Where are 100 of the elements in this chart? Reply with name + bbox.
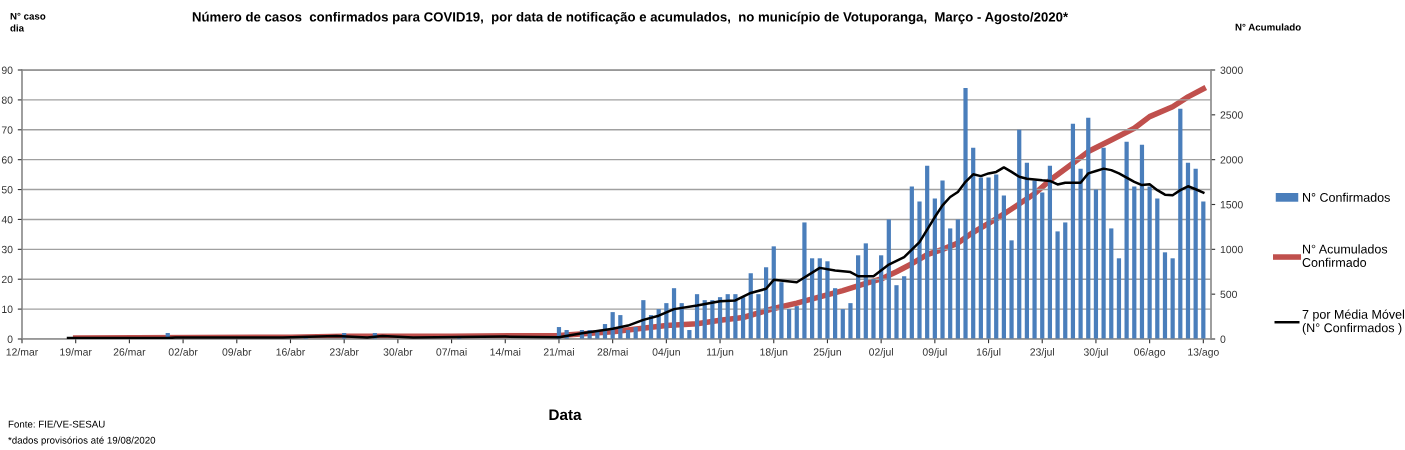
x-tick-label: 30/abr bbox=[383, 348, 413, 356]
legend-label: N° Acumulados Confirmado bbox=[1302, 244, 1388, 267]
bar bbox=[902, 276, 907, 339]
x-tick-label: 19/mar bbox=[60, 348, 92, 356]
bar bbox=[1063, 222, 1068, 339]
x-tick-label: 23/jul bbox=[1030, 348, 1054, 358]
y-tick-label: 90 bbox=[1, 66, 13, 74]
bar bbox=[863, 243, 868, 339]
bar bbox=[1116, 258, 1122, 339]
y2-axis-title: N° Acumulado bbox=[1235, 23, 1301, 31]
x-tick-label: 18/jun bbox=[760, 348, 788, 358]
x-tick-label: 02/abr bbox=[168, 348, 198, 356]
x-axis-title: Data bbox=[549, 409, 582, 421]
bar bbox=[833, 288, 838, 339]
x-tick-label: 02/jul bbox=[869, 348, 893, 358]
x-tick-label: 16/jul bbox=[976, 348, 1001, 358]
bar bbox=[894, 285, 899, 339]
y-tick-label: 80 bbox=[1, 96, 13, 104]
y2-tick-label: 2000 bbox=[1220, 156, 1243, 164]
y2-tick-label: 3000 bbox=[1220, 66, 1243, 74]
bar bbox=[1086, 117, 1091, 339]
bar bbox=[733, 294, 738, 339]
y-tick-label: 20 bbox=[1, 275, 13, 284]
source-note: Fonte: FIE/VE-SESAU bbox=[8, 420, 105, 428]
y2-tick-label: 2500 bbox=[1220, 111, 1243, 119]
bar bbox=[1170, 258, 1175, 339]
x-tick-label: 07/mai bbox=[436, 348, 467, 356]
bar bbox=[1155, 198, 1160, 339]
x-tick-label: 14/mai bbox=[490, 348, 521, 356]
chart-title: Número de casos confirmados para COVID19, por data de notificação e acumulados, no município de Votuporanga, Março - Agosto/2020* bbox=[192, 11, 1069, 25]
bar bbox=[1101, 147, 1106, 339]
bar bbox=[1047, 165, 1053, 339]
bar bbox=[1109, 228, 1114, 339]
bar bbox=[825, 261, 830, 339]
bar bbox=[786, 309, 792, 339]
bar bbox=[917, 201, 922, 339]
bar bbox=[978, 177, 983, 339]
bar bbox=[1024, 162, 1030, 339]
bar bbox=[802, 222, 807, 339]
bar bbox=[756, 294, 761, 339]
bar bbox=[879, 255, 884, 339]
bar bbox=[909, 186, 914, 339]
x-tick-label: 28/mai bbox=[597, 348, 628, 356]
y-tick-label: 70 bbox=[1, 126, 13, 134]
bar bbox=[794, 306, 799, 339]
bar bbox=[1178, 108, 1183, 339]
text: *dados provisórios até 19/08/2020 bbox=[8, 436, 156, 446]
x-tick-label: 04/jun bbox=[652, 348, 680, 358]
legend-label: 7 por Média Móvel (N° Confirmados ) bbox=[1302, 309, 1404, 335]
bar bbox=[740, 297, 746, 339]
y2-tick-label: 500 bbox=[1220, 290, 1237, 299]
line-series bbox=[66, 166, 1205, 339]
bar bbox=[1147, 186, 1152, 339]
bar bbox=[955, 219, 960, 339]
bar bbox=[1093, 189, 1099, 339]
x-tick-label: 30/jul bbox=[1083, 348, 1108, 358]
legend-label: N° Confirmados bbox=[1303, 192, 1390, 202]
x-tick-label: 11/jun bbox=[707, 348, 734, 358]
x-tick-label: 06/ago bbox=[1134, 348, 1166, 358]
y-tick-label: 60 bbox=[1, 156, 13, 164]
x-tick-label: 12/mar bbox=[6, 348, 39, 356]
bar bbox=[779, 282, 784, 339]
x-tick-label: 13/ago bbox=[1188, 348, 1219, 358]
y-tick-label: 50 bbox=[1, 186, 13, 194]
y-tick-label: 0 bbox=[7, 335, 13, 343]
bar bbox=[1032, 180, 1037, 339]
bar bbox=[848, 303, 853, 339]
x-tick-label: 16/abr bbox=[276, 348, 306, 356]
bar bbox=[1055, 231, 1060, 339]
bar bbox=[1162, 252, 1168, 339]
bar bbox=[1132, 186, 1137, 339]
bar bbox=[1040, 192, 1045, 339]
x-tick-label: 09/abr bbox=[222, 348, 252, 356]
bar bbox=[986, 177, 991, 339]
y-tick-label: 10 bbox=[2, 305, 13, 313]
bar bbox=[817, 258, 822, 339]
bar bbox=[1201, 201, 1206, 339]
y2-tick-label: 1000 bbox=[1220, 245, 1243, 254]
bar bbox=[1139, 144, 1145, 339]
y2-tick-label: 1500 bbox=[1220, 201, 1243, 209]
bar bbox=[994, 174, 999, 339]
bar bbox=[932, 198, 937, 339]
x-tick-label: 21/mai bbox=[543, 348, 574, 356]
bar bbox=[1001, 195, 1006, 339]
x-tick-label: 26/mar bbox=[113, 348, 146, 356]
bar bbox=[940, 180, 945, 339]
bar bbox=[840, 309, 845, 339]
x-tick-label: 25/jun bbox=[813, 348, 841, 358]
bar bbox=[810, 258, 815, 339]
bar bbox=[925, 165, 930, 339]
bar bbox=[971, 147, 976, 339]
bar bbox=[1070, 123, 1076, 339]
bar bbox=[963, 87, 968, 339]
x-tick-label: 23/abr bbox=[329, 348, 359, 356]
y2-tick-label: 0 bbox=[1220, 335, 1226, 343]
y-tick-label: 40 bbox=[1, 215, 13, 224]
bar bbox=[886, 219, 891, 339]
bar bbox=[1078, 168, 1083, 339]
y-axis-title: N° caso dia bbox=[10, 12, 46, 32]
bar bbox=[1185, 162, 1191, 339]
